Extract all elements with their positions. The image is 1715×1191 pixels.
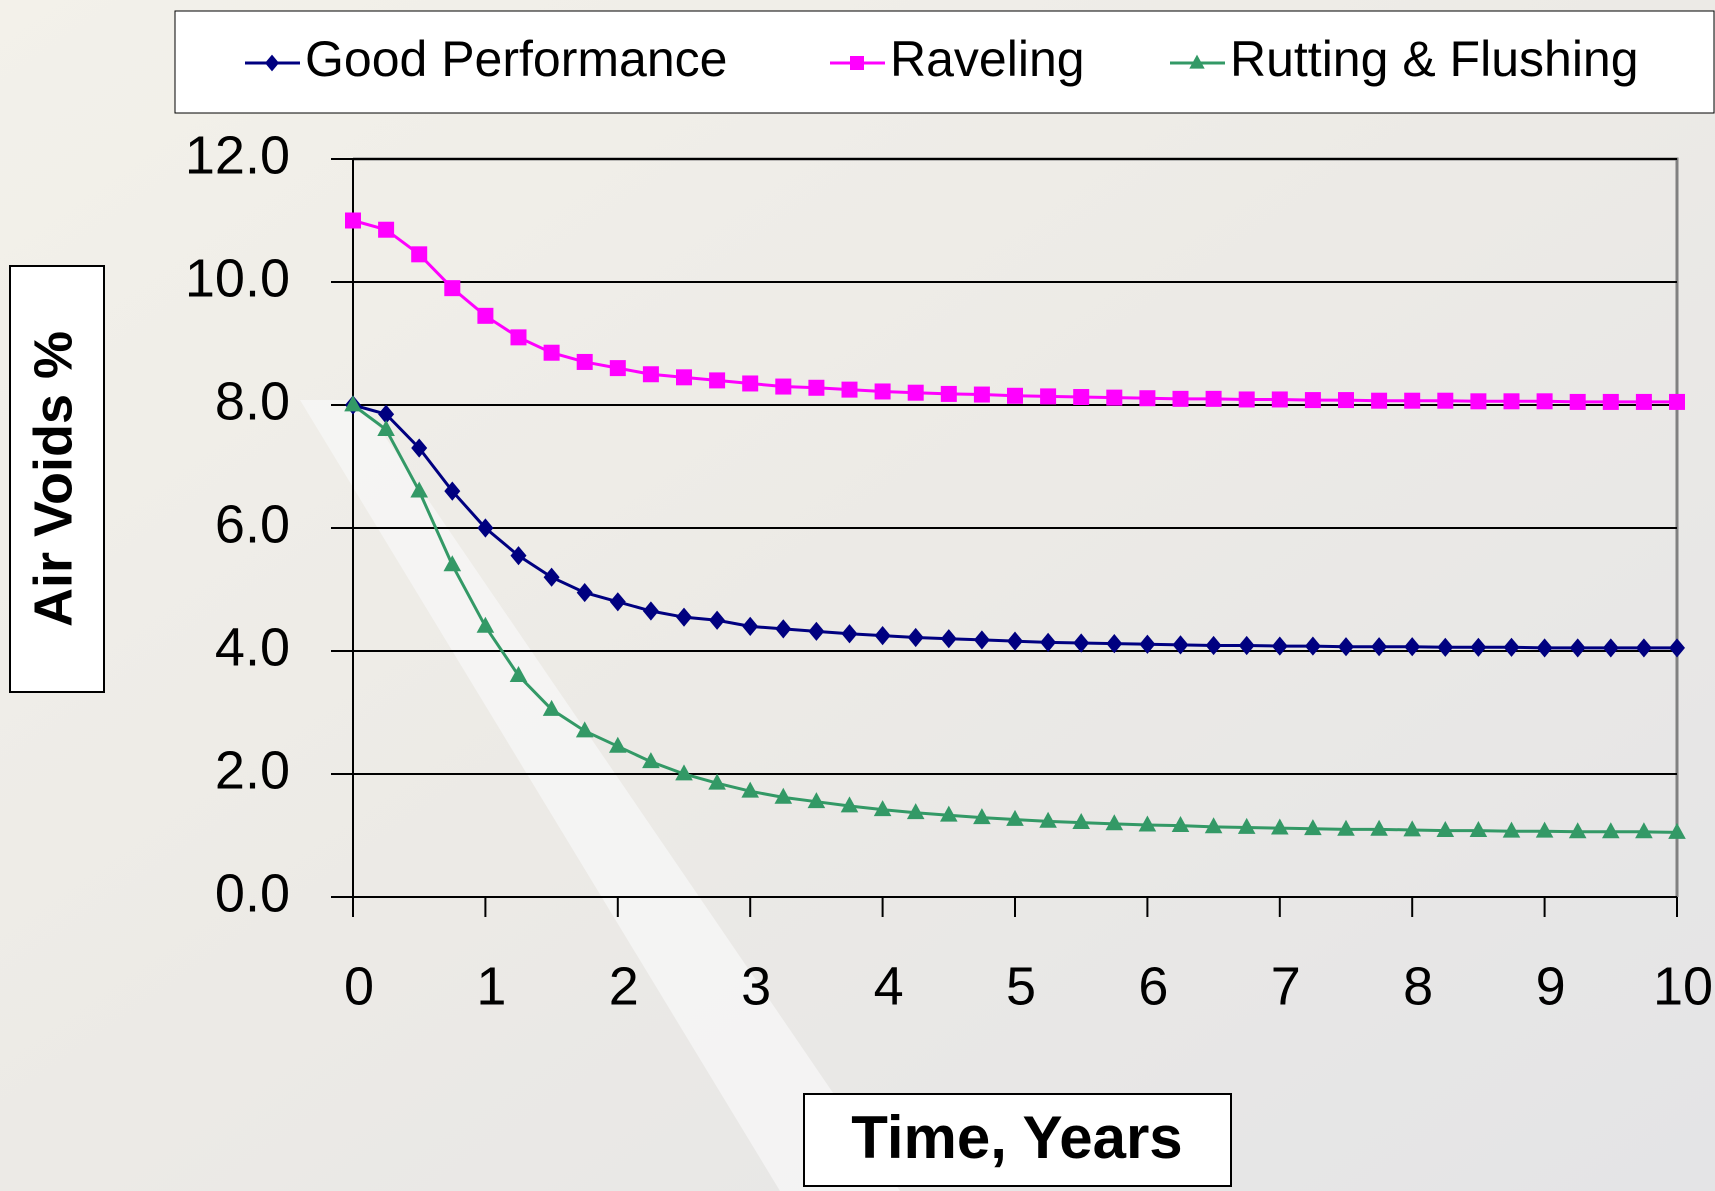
marker [544,345,560,361]
marker [444,280,460,296]
y-axis-title: Air Voids % [23,331,83,627]
marker [875,383,891,399]
marker [345,213,361,229]
y-tick-label: 0.0 [215,863,290,923]
marker [1338,392,1354,408]
marker [709,372,725,388]
x-tick-label: 5 [1006,956,1036,1016]
marker [974,387,990,403]
marker [1404,393,1420,409]
marker [378,222,394,238]
marker [1272,391,1288,407]
chart: Good Performance Raveling Rutting & Flushi… [0,0,1715,1191]
marker [1106,390,1122,406]
marker [411,246,427,262]
x-tick-label: 0 [344,956,374,1016]
marker [1669,394,1685,410]
marker [1537,393,1553,409]
x-tick-label: 1 [476,956,506,1016]
marker [577,354,593,370]
marker [1073,389,1089,405]
marker [742,375,758,391]
y-tick-label: 4.0 [215,617,290,677]
legend-label: Good Performance [305,31,727,87]
x-tick-label: 3 [741,956,771,1016]
marker [1040,388,1056,404]
marker [1139,390,1155,406]
marker [1603,394,1619,410]
y-tick-label: 2.0 [215,740,290,800]
marker [1470,393,1486,409]
marker [808,380,824,396]
y-tick-label: 12.0 [185,125,290,185]
marker [1636,394,1652,410]
marker [1173,391,1189,407]
y-tick-label: 8.0 [215,371,290,431]
marker [511,329,527,345]
marker [1305,392,1321,408]
legend-label: Raveling [890,31,1085,87]
marker [610,360,626,376]
legend-marker [850,56,864,70]
x-tick-label: 9 [1536,956,1566,1016]
y-tick-label: 6.0 [215,494,290,554]
marker [941,386,957,402]
marker [1007,388,1023,404]
x-tick-label: 10 [1653,956,1713,1016]
x-tick-label: 7 [1271,956,1301,1016]
legend: Good Performance Raveling Rutting & Flushi… [245,31,1639,87]
marker [1437,393,1453,409]
marker [676,369,692,385]
marker [1371,393,1387,409]
marker [1206,391,1222,407]
marker [775,379,791,395]
marker [477,308,493,324]
x-axis-title: Time, Years [851,1104,1182,1171]
y-tick-label: 10.0 [185,248,290,308]
x-tick-label: 2 [609,956,639,1016]
x-tick-label: 4 [874,956,904,1016]
x-tick-label: 6 [1138,956,1168,1016]
x-tick-label: 8 [1403,956,1433,1016]
marker [842,382,858,398]
marker [908,385,924,401]
marker [1570,394,1586,410]
marker [1504,393,1520,409]
legend-label: Rutting & Flushing [1230,31,1639,87]
marker [643,366,659,382]
marker [1239,391,1255,407]
